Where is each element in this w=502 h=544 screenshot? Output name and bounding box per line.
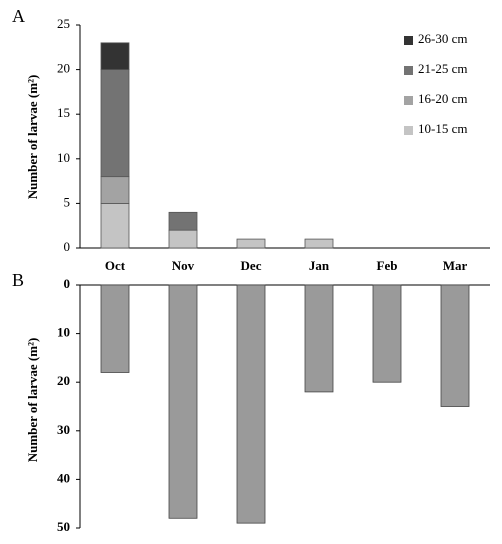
x-tick-label: Oct [105,258,126,273]
bar-segment [100,42,130,71]
x-tick-label: Mar [443,258,468,273]
bar [372,284,402,383]
legend-label: 16-20 cm [418,91,467,106]
panel-label: A [12,6,25,26]
legend-swatch [404,36,413,45]
bar-segment [168,229,198,249]
panel-label: B [12,270,24,290]
bar [100,284,130,373]
y-tick-label: 0 [64,239,71,254]
x-tick-label: Nov [172,258,195,273]
y-tick-label: 25 [57,16,70,31]
y-tick-label: 5 [64,194,71,209]
bar [236,284,266,524]
y-axis-label: Number of larvae (m²) [25,75,40,200]
legend-swatch [404,96,413,105]
y-tick-label: 20 [57,373,70,388]
y-tick-label: 10 [57,325,70,340]
bar [304,284,334,393]
bar-segment [100,202,130,249]
y-tick-label: 10 [57,150,70,165]
bar [440,284,470,407]
bar-segment [168,211,198,231]
x-tick-label: Feb [377,258,398,273]
y-tick-label: 50 [57,519,70,534]
legend-swatch [404,126,413,135]
legend-label: 21-25 cm [418,61,467,76]
bar-segment [304,238,334,249]
bar [168,284,198,519]
y-tick-label: 40 [57,470,70,485]
legend-swatch [404,66,413,75]
x-tick-label: Jan [309,258,330,273]
bar-segment [100,176,130,204]
bar-segment [236,238,266,249]
y-axis-label: Number of larvae (m²) [25,338,40,463]
y-tick-label: 20 [57,61,70,76]
y-tick-label: 0 [64,276,71,291]
legend-label: 26-30 cm [418,31,467,46]
bar-segment [100,69,130,178]
legend-label: 10-15 cm [418,121,467,136]
y-tick-label: 30 [57,422,70,437]
x-tick-label: Dec [241,258,262,273]
y-tick-label: 15 [57,105,70,120]
